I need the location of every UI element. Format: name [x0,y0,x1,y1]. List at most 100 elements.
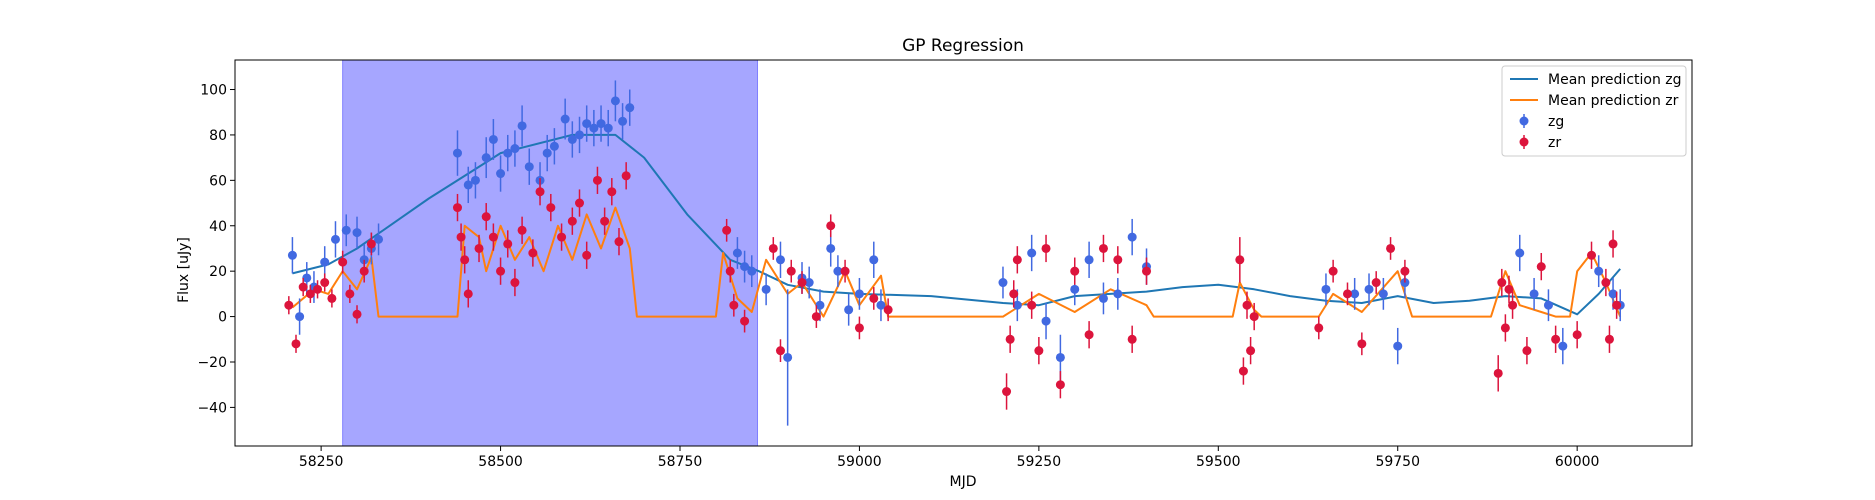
data-point [1249,312,1259,322]
data-point [740,262,750,272]
data-point [1034,346,1044,356]
data-point [302,273,312,283]
data-point [761,284,771,294]
data-point [1342,289,1352,299]
data-point [1070,284,1080,294]
x-tick-label: 59500 [1196,454,1241,470]
data-point [1113,255,1123,265]
legend: Mean prediction zg Mean prediction zr zg zr [1501,65,1687,157]
data-point [488,232,498,242]
x-tick-label: 59750 [1375,454,1420,470]
data-point [1612,300,1622,310]
data-point [775,346,785,356]
data-point [811,312,821,322]
data-point [470,175,480,185]
data-point [1005,334,1015,344]
data-point [352,309,362,319]
data-point [452,148,462,158]
data-point [854,323,864,333]
data-point [869,255,879,265]
data-point [844,305,854,315]
data-point [517,121,527,131]
data-point [295,312,305,322]
data-point [496,266,506,276]
data-point [359,266,369,276]
data-point [607,187,617,197]
data-point [503,239,513,249]
data-point [481,212,491,222]
data-point [883,305,893,315]
data-point [481,153,491,163]
data-point [320,257,330,267]
chart-title: GP Regression [902,36,1024,56]
data-point [747,266,757,276]
x-tick-label: 58250 [299,454,344,470]
legend-label: zg [1548,114,1564,130]
data-point [1314,323,1324,333]
data-point [1055,352,1065,362]
data-point [1378,289,1388,299]
data-point [1515,248,1525,258]
y-tick-label: 80 [209,128,227,144]
data-point [1242,300,1252,310]
data-point [833,266,843,276]
data-point [1386,243,1396,253]
data-point [840,266,850,276]
data-point [1371,278,1381,288]
data-point [1113,289,1123,299]
x-tick-label: 58750 [658,454,703,470]
y-tick-label: 40 [209,219,227,235]
data-point [603,123,613,133]
data-point [600,216,610,226]
data-point [503,148,513,158]
data-point [1127,334,1137,344]
data-point [1393,341,1403,351]
data-point [1604,334,1614,344]
y-tick-label: 20 [209,264,227,280]
legend-label: Mean prediction zg [1548,72,1682,88]
data-point [786,266,796,276]
data-point [560,114,570,124]
data-point [1350,289,1360,299]
data-point [582,119,592,129]
data-point [1522,346,1532,356]
data-point [575,198,585,208]
data-point [1098,243,1108,253]
x-tick-label: 59250 [1017,454,1062,470]
data-point [775,255,785,265]
data-point [797,278,807,288]
data-point [826,221,836,231]
data-point [488,134,498,144]
data-point [1529,289,1539,299]
data-point [1002,387,1012,397]
data-point [1084,255,1094,265]
data-point [1041,243,1051,253]
data-point [1041,316,1051,326]
data-point [1321,284,1331,294]
data-point [1084,330,1094,340]
data-point [549,141,559,151]
data-point [374,234,384,244]
y-tick-label: 0 [218,310,227,326]
data-point [740,316,750,326]
y-tick-label: 100 [200,83,227,99]
data-point [1364,284,1374,294]
y-tick-label: −40 [197,400,227,416]
data-point [352,228,362,238]
data-point [1098,293,1108,303]
data-point [815,300,825,310]
legend-label: Mean prediction zr [1548,93,1679,109]
data-point [1500,323,1510,333]
data-point [284,300,294,310]
data-point [456,232,466,242]
data-point [768,243,778,253]
data-point [524,162,534,172]
data-point [625,103,635,113]
data-point [575,130,585,140]
data-point [1400,266,1410,276]
data-point [313,284,323,294]
data-point [510,144,520,154]
data-point [287,250,297,260]
data-point [804,278,814,288]
data-point [330,234,340,244]
